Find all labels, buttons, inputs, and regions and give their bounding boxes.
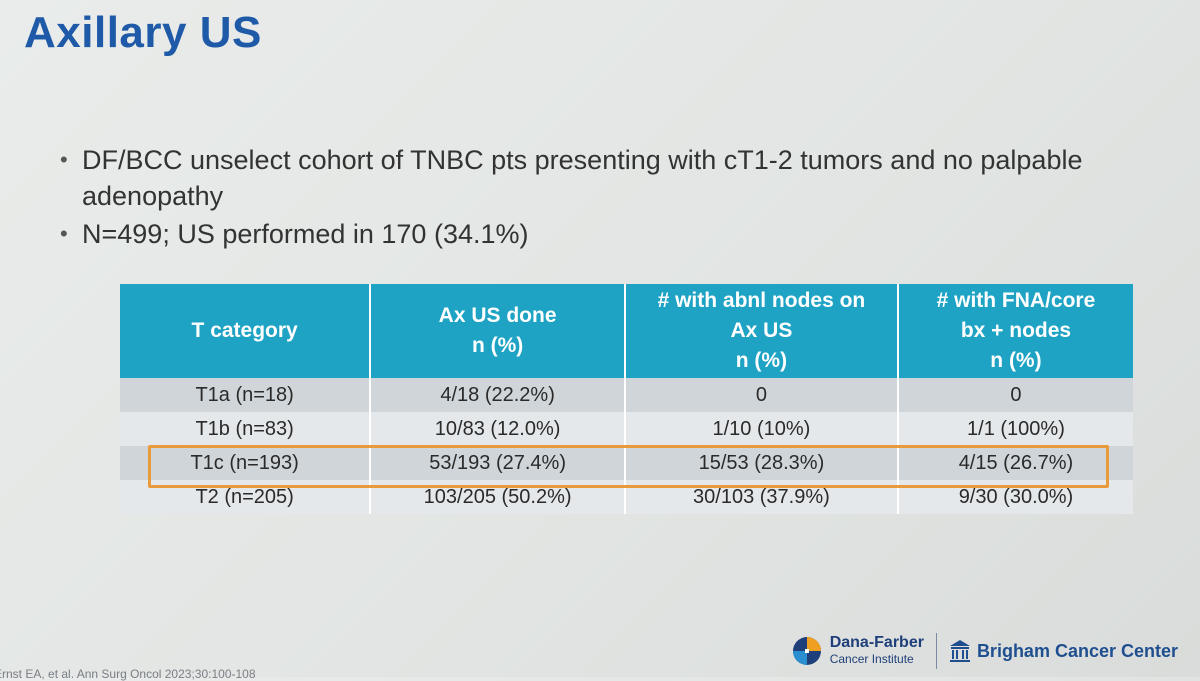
bullet-list: DF/BCC unselect cohort of TNBC pts prese… — [60, 142, 1160, 254]
dana-farber-sub: Cancer Institute — [829, 652, 914, 666]
logo-bar: Dana-Farber Cancer Institute Brigham Can… — [792, 633, 1178, 669]
results-table: T category Ax US done n (%) # with abnl n… — [120, 284, 1133, 514]
cell-abnl-nodes: 0 — [624, 378, 899, 412]
cell-ax-us-done: 103/205 (50.2%) — [370, 480, 626, 514]
cell-ax-us-done: 4/18 (22.2%) — [370, 378, 626, 412]
table-row: T2 (n=205) 103/205 (50.2%) 30/103 (37.9%… — [120, 480, 1133, 514]
bullet-item: DF/BCC unselect cohort of TNBC pts prese… — [60, 142, 1160, 214]
cell-fna-core: 4/15 (26.7%) — [897, 446, 1133, 480]
cell-abnl-nodes: 15/53 (28.3%) — [624, 446, 899, 480]
header-text: Ax US done n (%) — [438, 304, 557, 357]
cell-t-category: T1b (n=83) — [120, 412, 372, 446]
header-ax-us-done: Ax US done n (%) — [370, 284, 626, 378]
header-text: # with FNA/core bx + nodes n (%) — [936, 289, 1096, 372]
brigham-building-icon — [949, 640, 970, 662]
citation-footer: Ernst EA, et al. Ann Surg Oncol 2023;30:… — [0, 667, 256, 681]
slide-title: Axillary US — [24, 8, 262, 57]
bullet-item: N=499; US performed in 170 (34.1%) — [60, 216, 1160, 252]
cell-t-category: T2 (n=205) — [120, 480, 372, 514]
logo-divider — [935, 633, 937, 669]
header-fna-core: # with FNA/core bx + nodes n (%) — [897, 284, 1133, 378]
dana-farber-logo-icon — [792, 637, 821, 665]
table-row: T1a (n=18) 4/18 (22.2%) 0 0 — [120, 378, 1133, 412]
brigham-name: Brigham Cancer Center — [976, 640, 1178, 661]
cell-ax-us-done: 10/83 (12.0%) — [370, 412, 626, 446]
table-header-row: T category Ax US done n (%) # with abnl n… — [120, 284, 1133, 378]
header-t-category: T category — [120, 284, 372, 378]
table-row-highlighted: T1c (n=193) 53/193 (27.4%) 15/53 (28.3%)… — [120, 446, 1133, 480]
dana-farber-logo: Dana-Farber Cancer Institute — [830, 635, 924, 667]
cell-fna-core: 9/30 (30.0%) — [897, 480, 1133, 514]
cell-abnl-nodes: 30/103 (37.9%) — [624, 480, 899, 514]
cell-abnl-nodes: 1/10 (10%) — [624, 412, 899, 446]
cell-t-category: T1a (n=18) — [120, 378, 372, 412]
header-text: # with abnl nodes on Ax US n (%) — [657, 289, 866, 372]
cell-t-category: T1c (n=193) — [120, 446, 372, 480]
header-abnl-nodes: # with abnl nodes on Ax US n (%) — [624, 284, 899, 378]
cell-fna-core: 0 — [897, 378, 1133, 412]
cell-fna-core: 1/1 (100%) — [897, 412, 1133, 446]
table-row: T1b (n=83) 10/83 (12.0%) 1/10 (10%) 1/1 … — [120, 412, 1133, 446]
cell-ax-us-done: 53/193 (27.4%) — [370, 446, 626, 480]
dana-farber-name: Dana-Farber — [829, 634, 924, 651]
